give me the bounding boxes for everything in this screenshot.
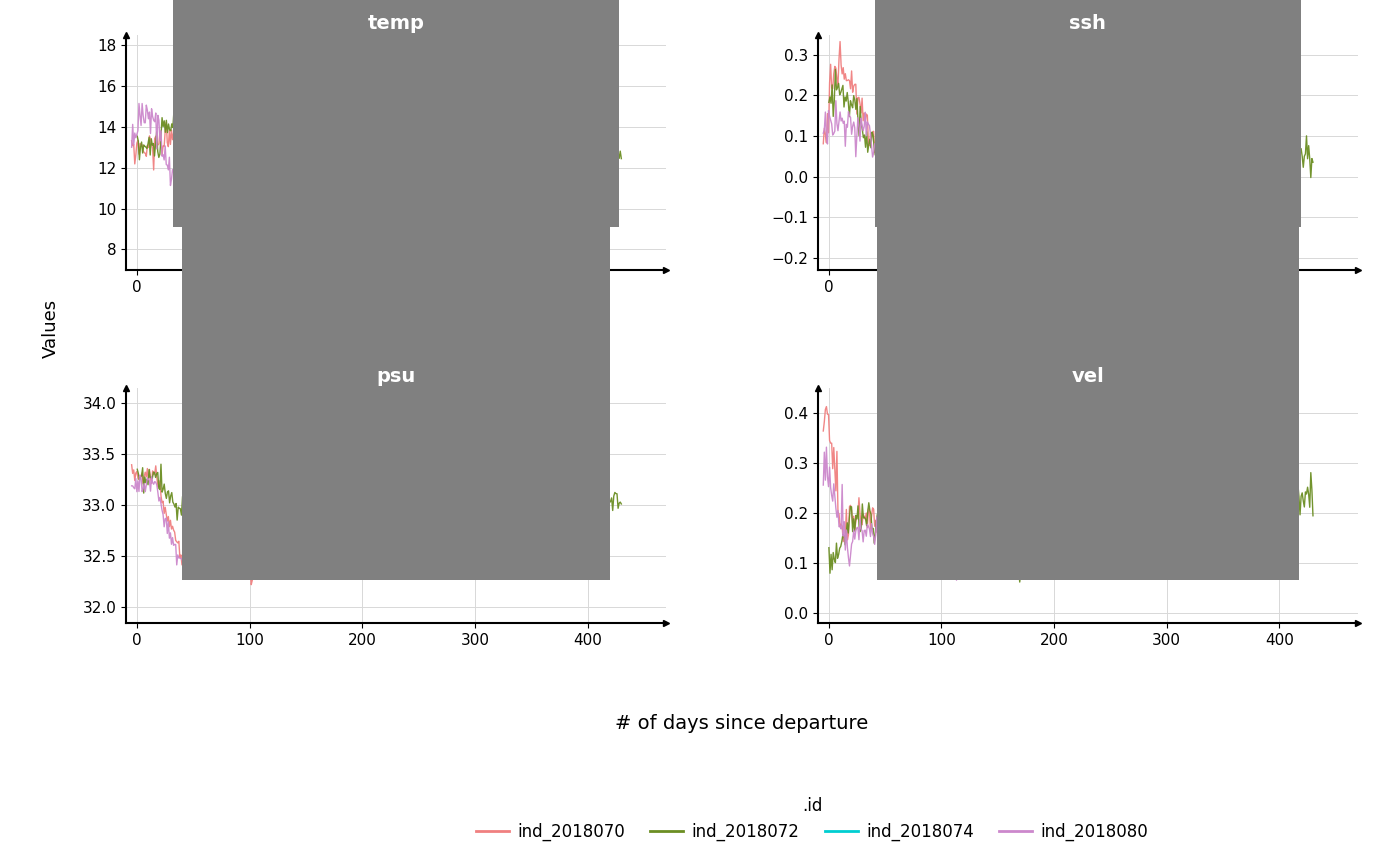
Title: temp: temp [368,14,424,33]
Text: Values: Values [42,299,60,358]
Title: vel: vel [1071,367,1105,386]
Text: # of days since departure: # of days since departure [616,714,868,733]
Title: ssh: ssh [1070,14,1106,33]
Title: psu: psu [377,367,416,386]
Legend: ind_2018070, ind_2018072, ind_2018074, ind_2018080: ind_2018070, ind_2018072, ind_2018074, i… [469,790,1155,848]
